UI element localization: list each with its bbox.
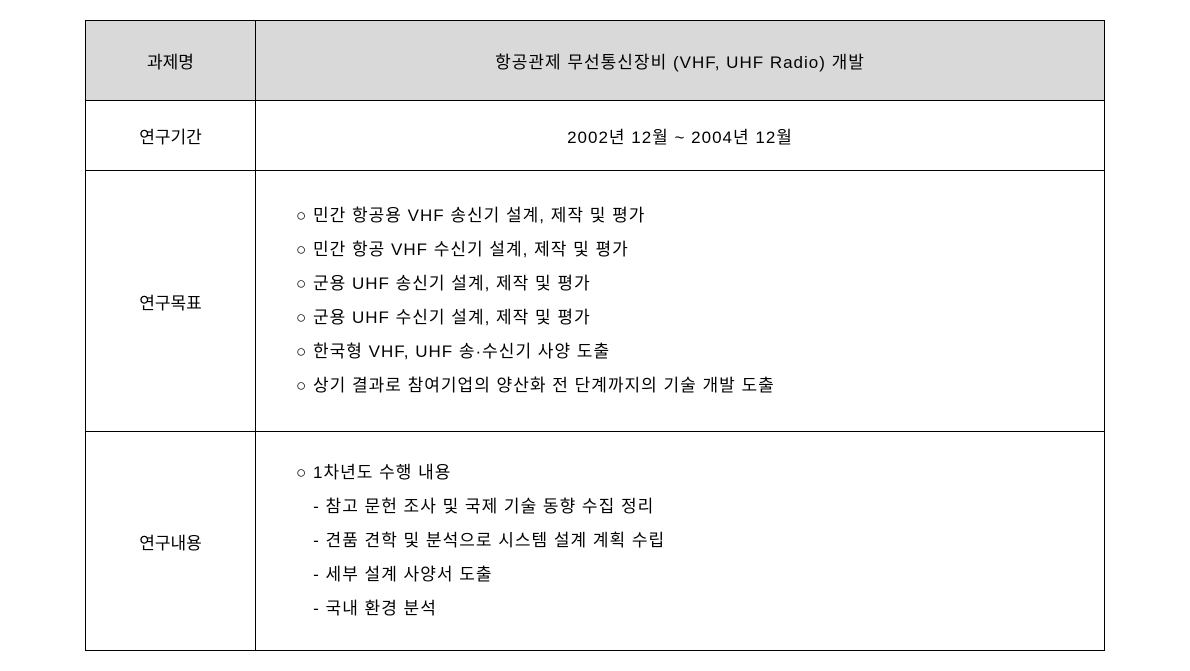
label-text: 연구기간 xyxy=(139,128,202,147)
content-research-contents: ○ 1차년도 수행 내용 - 참고 문헌 조사 및 국제 기술 동향 수집 정리… xyxy=(256,432,1105,651)
content-project-name: 항공관제 무선통신장비 (VHF, UHF Radio) 개발 xyxy=(256,21,1105,101)
content-research-period: 2002년 12월 ~ 2004년 12월 xyxy=(256,101,1105,171)
bullet-item: ○ 상기 결과로 참여기업의 양산화 전 단계까지의 기술 개발 도출 xyxy=(296,369,1074,403)
bullet-item: - 세부 설계 사양서 도출 xyxy=(296,558,1074,592)
label-text: 연구내용 xyxy=(139,534,202,553)
content-text: 2002년 12월 ~ 2004년 12월 xyxy=(567,128,793,147)
bullet-item: ○ 민간 항공 VHF 수신기 설계, 제작 및 평가 xyxy=(296,233,1074,267)
bullet-item: ○ 군용 UHF 수신기 설계, 제작 및 평가 xyxy=(296,301,1074,335)
bullet-item: ○ 민간 항공용 VHF 송신기 설계, 제작 및 평가 xyxy=(296,199,1074,233)
bullet-item: - 견품 견학 및 분석으로 시스템 설계 계획 수립 xyxy=(296,524,1074,558)
project-info-table: 과제명 항공관제 무선통신장비 (VHF, UHF Radio) 개발 연구기간… xyxy=(85,20,1105,651)
content-research-goals: ○ 민간 항공용 VHF 송신기 설계, 제작 및 평가 ○ 민간 항공 VHF… xyxy=(256,171,1105,432)
bullet-item: - 참고 문헌 조사 및 국제 기술 동향 수집 정리 xyxy=(296,490,1074,524)
table-row-period: 연구기간 2002년 12월 ~ 2004년 12월 xyxy=(86,101,1105,171)
content-text: 항공관제 무선통신장비 (VHF, UHF Radio) 개발 xyxy=(495,53,865,72)
label-project-name: 과제명 xyxy=(86,21,256,101)
table-row-goals: 연구목표 ○ 민간 항공용 VHF 송신기 설계, 제작 및 평가 ○ 민간 항… xyxy=(86,171,1105,432)
bullet-item: ○ 군용 UHF 송신기 설계, 제작 및 평가 xyxy=(296,267,1074,301)
label-research-contents: 연구내용 xyxy=(86,432,256,651)
table-row-contents: 연구내용 ○ 1차년도 수행 내용 - 참고 문헌 조사 및 국제 기술 동향 … xyxy=(86,432,1105,651)
label-text: 과제명 xyxy=(147,53,194,72)
label-text: 연구목표 xyxy=(139,294,202,313)
label-research-period: 연구기간 xyxy=(86,101,256,171)
label-research-goals: 연구목표 xyxy=(86,171,256,432)
table: 과제명 항공관제 무선통신장비 (VHF, UHF Radio) 개발 연구기간… xyxy=(85,20,1105,651)
bullet-item: - 국내 환경 분석 xyxy=(296,592,1074,626)
table-row-header: 과제명 항공관제 무선통신장비 (VHF, UHF Radio) 개발 xyxy=(86,21,1105,101)
bullet-item: ○ 1차년도 수행 내용 xyxy=(296,456,1074,490)
bullet-item: ○ 한국형 VHF, UHF 송·수신기 사양 도출 xyxy=(296,335,1074,369)
